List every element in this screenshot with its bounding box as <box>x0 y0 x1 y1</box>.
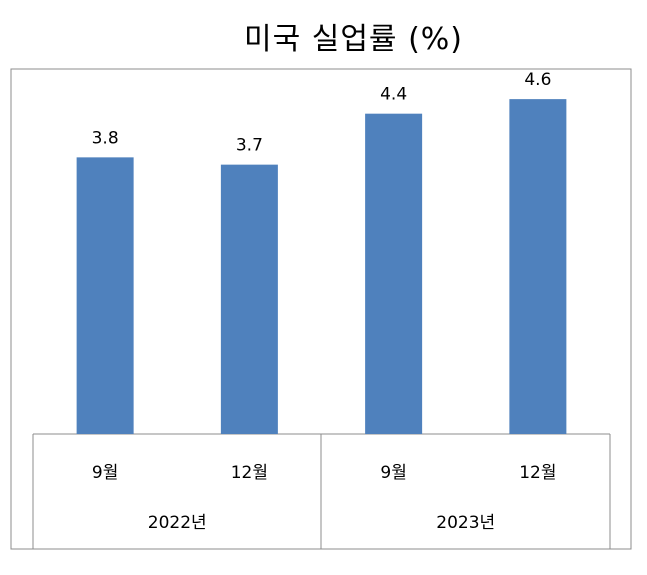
bar <box>220 164 278 434</box>
bar <box>76 157 134 435</box>
data-label: 4.6 <box>524 70 551 90</box>
category-tick-label: 12월 <box>231 463 268 483</box>
data-label: 3.8 <box>92 128 119 148</box>
group-tick-label: 2023년 <box>436 513 495 533</box>
category-tick-label: 9월 <box>380 463 406 483</box>
category-tick-label: 12월 <box>519 463 556 483</box>
bar <box>365 113 423 435</box>
group-tick-label: 2022년 <box>148 513 207 533</box>
category-tick-label: 9월 <box>92 463 118 483</box>
data-label: 3.7 <box>236 136 263 156</box>
chart-title: 미국 실업률 (%) <box>244 22 463 57</box>
bar <box>509 99 567 435</box>
data-label: 4.4 <box>380 85 407 105</box>
